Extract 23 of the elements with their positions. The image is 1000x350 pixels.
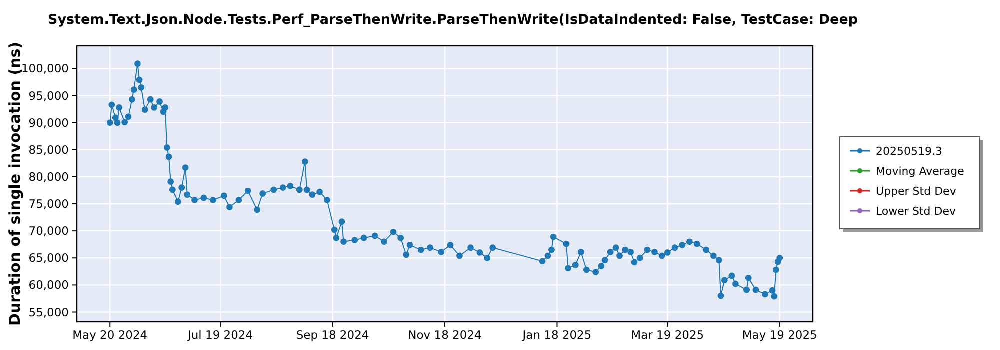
y-tick-label: 70,000 [28, 224, 69, 238]
legend-label: 20250519.3 [876, 145, 942, 158]
x-tick-label: May 19 2025 [742, 328, 818, 342]
y-tick-label: 85,000 [28, 142, 69, 157]
legend-label: Upper Std Dev [876, 185, 957, 198]
x-tick-label: Mar 19 2025 [631, 328, 704, 342]
y-tick-label: 100,000 [21, 62, 69, 76]
legend-label: Lower Std Dev [876, 205, 956, 218]
legend-label: Moving Average [876, 165, 965, 178]
y-tick-label: 55,000 [28, 305, 69, 320]
x-tick-label: Sep 18 2024 [296, 328, 370, 342]
y-tick-label: 75,000 [28, 197, 69, 212]
y-tick-label: 95,000 [28, 88, 69, 103]
y-tick-label: 90,000 [28, 116, 69, 130]
chart-title: System.Text.Json.Node.Tests.Perf_ParseThenWrite.ParseThenWrite(IsDataIndented: False, TestCase: Deep [48, 12, 858, 28]
x-tick-label: Nov 18 2024 [408, 328, 482, 342]
y-tick-label: 65,000 [28, 251, 69, 266]
y-tick-label: 60,000 [28, 278, 69, 292]
y-axis-title: Duration of single invocation (ns) [6, 42, 24, 326]
x-tick-label: Jul 19 2024 [186, 328, 254, 342]
x-tick-label: Jan 18 2025 [522, 328, 592, 342]
y-tick-label: 80,000 [28, 170, 69, 184]
x-tick-label: May 20 2024 [72, 328, 148, 342]
